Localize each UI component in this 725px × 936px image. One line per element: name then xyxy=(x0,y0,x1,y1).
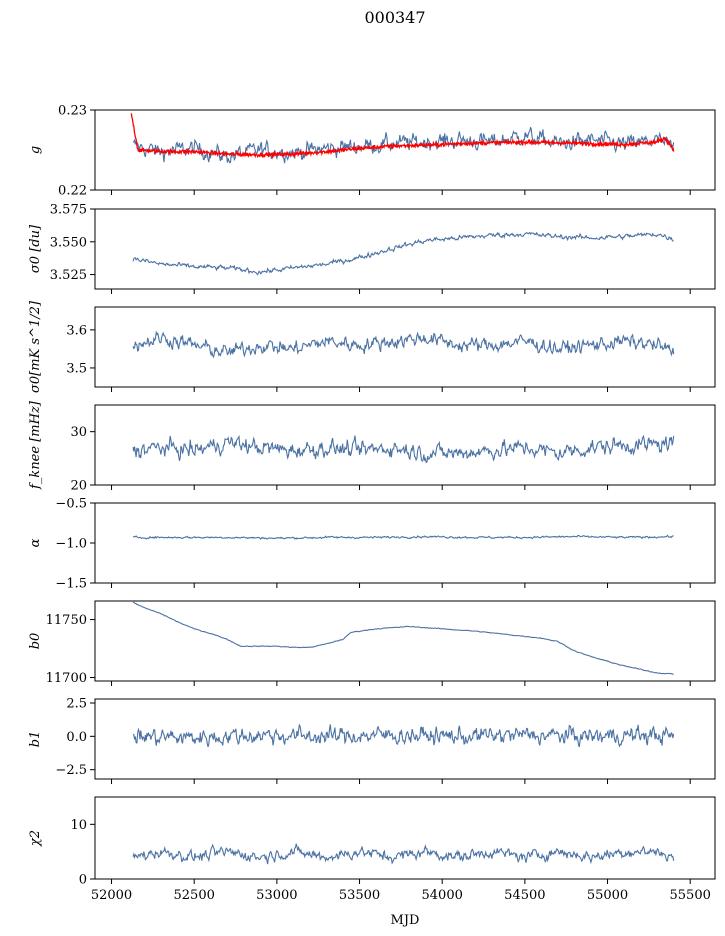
y-tick-label: 20 xyxy=(70,479,87,494)
series-line-fknee xyxy=(132,434,675,464)
y-tick-label: −2.5 xyxy=(55,763,87,778)
y-axis-label: α xyxy=(28,538,43,547)
x-tick-label: 55500 xyxy=(670,888,711,903)
x-axis-label: MJD xyxy=(391,913,420,928)
panel-1: 0.22 0.23 g xyxy=(28,104,716,199)
series-line-b0 xyxy=(132,601,674,675)
x-tick-label: 53000 xyxy=(256,888,297,903)
plot-frame xyxy=(94,502,716,584)
panel-8: 52000 52500 53000 53500 54000 54500 55000 55500… xyxy=(28,796,716,903)
y-tick-label: 10 xyxy=(70,818,87,833)
panel-3: 3.5 3.6 σ0[mK s^1/2] xyxy=(28,300,716,393)
plot-frame xyxy=(94,109,716,191)
y-tick-label: 0.0 xyxy=(66,730,87,745)
y-axis-label: g xyxy=(28,146,43,154)
chart-title: 000347 xyxy=(364,8,425,27)
x-tick-label: 52500 xyxy=(174,888,215,903)
plot-frame xyxy=(94,796,716,880)
panel-5: −1.5 −1.0 −0.5 α xyxy=(28,497,716,592)
series-line-chi2 xyxy=(132,843,675,865)
x-tick-label: 52000 xyxy=(91,888,132,903)
y-axis-label: b1 xyxy=(28,731,43,748)
y-tick-label: 3.550 xyxy=(50,235,87,250)
y-tick-label: 3.525 xyxy=(50,268,87,283)
y-tick-label: 0.22 xyxy=(58,184,87,199)
y-tick-label: 11700 xyxy=(46,671,87,686)
plot-frame xyxy=(94,698,716,780)
x-tick-label: 54500 xyxy=(504,888,545,903)
y-axis-label: b0 xyxy=(28,633,43,650)
y-tick-label: 0.23 xyxy=(58,104,87,119)
series-line-sigma0_mK xyxy=(132,330,675,359)
x-tick-label: 54000 xyxy=(422,888,463,903)
y-axis-label: σ0 [du] xyxy=(28,224,43,273)
plot-frame xyxy=(94,208,716,290)
y-axis-label: f_knee [mHz] xyxy=(28,400,43,490)
y-tick-label: 3.5 xyxy=(66,361,87,376)
x-tick-label: 53500 xyxy=(339,888,380,903)
y-tick-label: 30 xyxy=(70,425,87,440)
plot-frame xyxy=(94,600,716,682)
y-tick-label: 2.5 xyxy=(66,697,87,712)
y-tick-label: 0 xyxy=(79,873,87,888)
x-tick-label: 55000 xyxy=(587,888,628,903)
panel-4: 20 30 f_knee [mHz] xyxy=(28,400,716,494)
y-tick-label: 3.575 xyxy=(50,203,87,218)
y-tick-label: 11750 xyxy=(46,613,87,628)
plot-frame xyxy=(94,404,716,486)
y-axis-label: χ2 xyxy=(28,830,43,847)
y-tick-label: −1.0 xyxy=(55,537,87,552)
series-line-alpha xyxy=(132,534,674,540)
y-axis-label: σ0[mK s^1/2] xyxy=(28,300,43,393)
series-line-sigma0_du xyxy=(132,231,674,276)
series-line-g-fit xyxy=(130,113,675,160)
panels: 0.22 0.23 g 3.525 3.550 3.575 σ0 [du] 3.5 3.6 σ0[… xyxy=(28,104,716,903)
y-tick-label: −0.5 xyxy=(55,497,87,512)
plot-frame xyxy=(94,306,716,388)
y-tick-label: 3.6 xyxy=(66,323,87,338)
panel-2: 3.525 3.550 3.575 σ0 [du] xyxy=(28,203,716,294)
series-line-b1 xyxy=(132,723,675,748)
panel-7: −2.5 0.0 2.5 b1 xyxy=(28,697,716,784)
y-tick-label: −1.5 xyxy=(55,577,87,592)
